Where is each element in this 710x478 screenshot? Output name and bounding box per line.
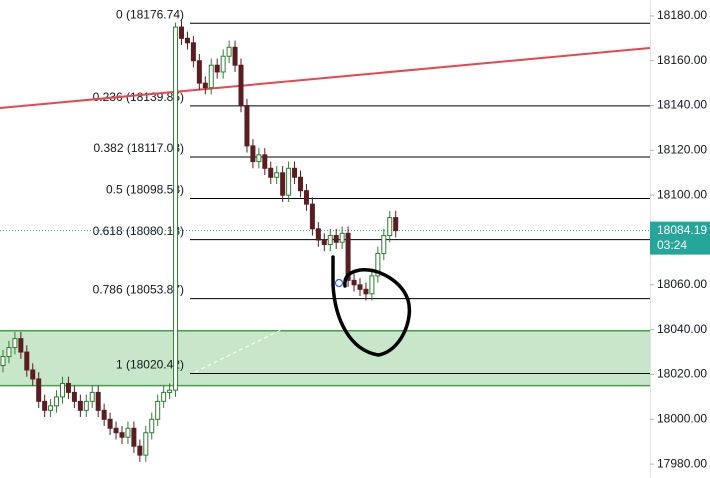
fib-label: 0 (18176.74) [116, 7, 184, 21]
candle-body [155, 400, 161, 420]
candle-body [351, 279, 357, 286]
candle-body [250, 145, 256, 163]
candle-body [393, 217, 399, 232]
candle-body [6, 347, 12, 358]
price-label-box [650, 221, 710, 255]
zone [0, 330, 650, 386]
candle-body [280, 172, 286, 196]
candle-body [89, 391, 95, 402]
candle-body [321, 239, 327, 245]
candle-body [24, 351, 30, 371]
price-label: 18084.19 [657, 223, 707, 237]
candle-body [381, 235, 387, 254]
candle-body [71, 391, 77, 402]
candle-body [202, 82, 208, 89]
candle-body [12, 338, 18, 349]
y-tick-label: 18100.00 [657, 187, 707, 201]
y-tick-label: 18180.00 [657, 8, 707, 22]
countdown: 03:24 [657, 238, 687, 252]
candle-body [387, 217, 393, 237]
marker [334, 278, 344, 288]
y-tick-label: 18120.00 [657, 143, 707, 157]
candle-body [309, 203, 315, 230]
candle-body [375, 252, 381, 277]
candle-body [179, 26, 184, 39]
candle-body [357, 284, 363, 290]
candle-body [42, 400, 48, 411]
candle-body [327, 235, 333, 245]
candle-body [256, 154, 262, 163]
candle-body [214, 64, 220, 73]
candle-body [0, 356, 6, 367]
candle-body [54, 396, 60, 407]
candle-body [83, 400, 89, 411]
y-tick-label: 18000.00 [657, 411, 707, 425]
y-tick-label: 18060.00 [657, 277, 707, 291]
candle-body [65, 382, 71, 393]
candle-body [173, 26, 179, 391]
y-tick-label: 17980.00 [657, 456, 707, 470]
candle-body [190, 42, 196, 62]
candle-body [167, 389, 173, 393]
candle-body [161, 391, 167, 402]
candle-body [345, 232, 351, 281]
y-tick-label: 18020.00 [657, 367, 707, 381]
hand-drawn-circle [331, 255, 412, 357]
candle-body [113, 427, 119, 434]
candle-body [101, 409, 107, 420]
y-tick-label: 18040.00 [657, 322, 707, 336]
candle-body [274, 172, 280, 178]
candle-body [244, 105, 250, 147]
candle-body [184, 37, 190, 44]
candle-body [131, 427, 137, 447]
candle-body [238, 64, 244, 107]
candle-body [143, 432, 149, 456]
candle-body [107, 418, 113, 429]
candle-body [48, 405, 54, 411]
candle-body [60, 382, 65, 398]
candle-body [363, 288, 369, 295]
candle-body [268, 167, 274, 178]
candle-body [303, 190, 309, 205]
candle-body [226, 46, 232, 57]
candle-body [315, 228, 321, 241]
candle-body [149, 418, 155, 434]
candle-body [292, 167, 298, 178]
candle-body [18, 338, 24, 353]
candle-body [333, 235, 339, 243]
candle-body [119, 432, 125, 438]
y-tick-label: 18160.00 [657, 53, 707, 67]
candle-body [137, 445, 143, 456]
y-tick-label: 18140.00 [657, 98, 707, 112]
candle-body [262, 154, 268, 169]
fib-label: 0.382 (18117.03) [93, 141, 184, 155]
candle-body [286, 167, 292, 196]
fib-label: 1 (18020.42) [116, 358, 184, 372]
candle-body [339, 232, 345, 243]
candle-body [232, 46, 238, 66]
candle-body [30, 369, 36, 380]
fib-label: 0.786 (18053.87) [93, 283, 184, 297]
candle-body [220, 55, 226, 73]
fib-label: 0.5 (18098.53) [106, 183, 184, 197]
candle-body [369, 275, 375, 295]
candle-body [196, 60, 202, 84]
candle-body [36, 378, 42, 402]
trendline [0, 46, 651, 110]
candle-body [95, 391, 101, 411]
dashed-connector [194, 327, 286, 373]
candle-body [298, 176, 303, 192]
candle-body [77, 400, 83, 411]
candle-body [208, 64, 214, 89]
candle-body [125, 427, 131, 438]
